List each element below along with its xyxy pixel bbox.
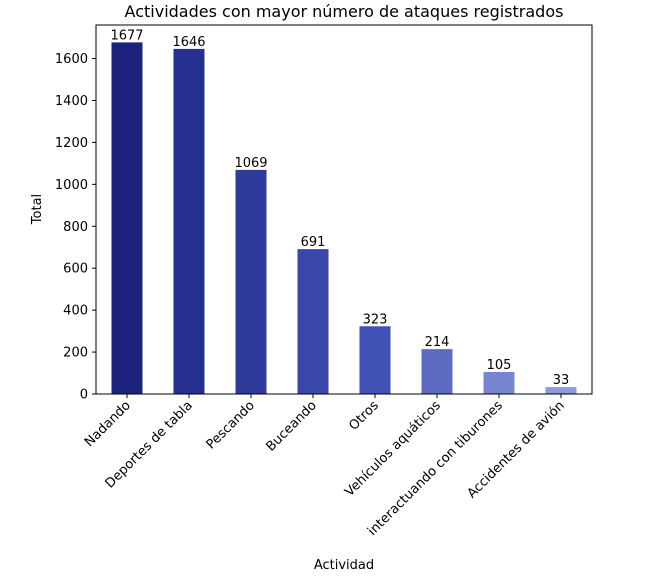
bar: [359, 326, 391, 394]
x-tick-label: Pescando: [204, 398, 258, 452]
x-tick-label: Otros: [346, 398, 382, 434]
bar: [545, 387, 577, 394]
y-tick-label: 1200: [55, 136, 88, 151]
y-axis-label: Total: [30, 194, 45, 225]
bar-value-label: 323: [363, 312, 388, 327]
x-axis-label: Actividad: [314, 558, 374, 573]
x-tick-label: Nadando: [82, 398, 134, 450]
bar: [173, 48, 205, 395]
y-tick-label: 1000: [55, 178, 88, 193]
bar-value-label: 33: [553, 373, 570, 388]
y-tick-label: 600: [63, 262, 88, 277]
y-tick-label: 1400: [55, 94, 88, 109]
bar: [111, 42, 143, 395]
bar: [235, 169, 267, 394]
bar-value-label: 1677: [110, 28, 143, 43]
bar-value-label: 105: [487, 358, 512, 373]
bar-value-label: 1069: [234, 156, 267, 171]
bar: [421, 349, 453, 394]
x-tick-label: Buceando: [263, 398, 319, 454]
bar-value-label: 214: [425, 335, 450, 350]
bar-value-label: 691: [301, 235, 326, 250]
axes-frame: [95, 24, 593, 395]
bar: [483, 371, 515, 394]
y-tick-label: 0: [80, 388, 88, 403]
y-tick-label: 1600: [55, 52, 88, 67]
y-tick-label: 200: [63, 346, 88, 361]
y-tick-label: 800: [63, 220, 88, 235]
chart-title: Actividades con mayor número de ataques …: [125, 2, 564, 21]
bar: [297, 249, 329, 394]
y-tick-label: 400: [63, 304, 88, 319]
bar-value-label: 1646: [172, 35, 205, 50]
x-tick-label: interactuando con tiburones: [365, 398, 506, 539]
